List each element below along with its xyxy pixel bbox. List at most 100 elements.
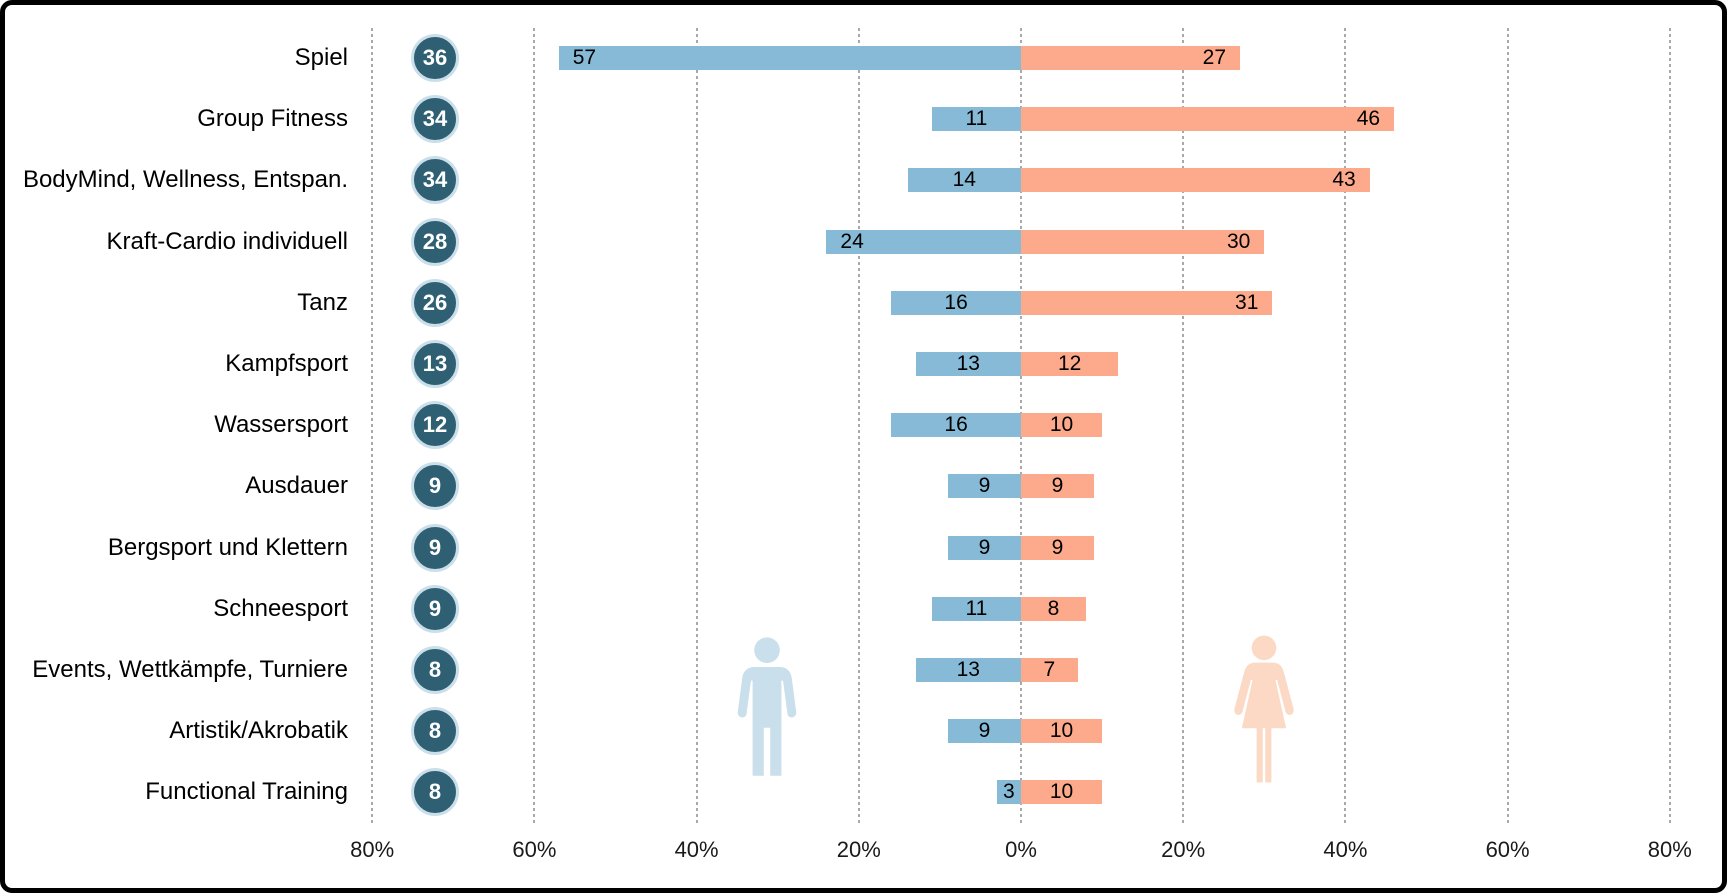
female-bar: 27 (1021, 45, 1240, 70)
total-badge: 9 (411, 584, 459, 633)
category-row: Schneesport 9 11 8 (5, 578, 1722, 639)
female-bar-value: 7 (1043, 657, 1056, 681)
male-bar-value: 11 (965, 596, 988, 620)
female-bar-value: 43 (1332, 168, 1356, 192)
category-row: Artistik/Akrobatik 8 9 10 (5, 701, 1722, 762)
x-axis-tick-label: 80% (350, 837, 395, 862)
total-badge: 26 (411, 278, 459, 327)
total-badge: 8 (411, 768, 459, 817)
female-bar: 9 (1021, 535, 1094, 560)
female-bar-value: 10 (1049, 413, 1074, 437)
x-axis-tick-label: 40% (674, 837, 719, 862)
male-bar-value: 14 (952, 168, 976, 192)
category-row: Spiel 36 57 27 (5, 27, 1722, 88)
female-bar-value: 46 (1356, 107, 1381, 131)
x-axis-tick-label: 80% (1647, 837, 1692, 862)
female-bar-value: 27 (1202, 45, 1226, 69)
total-badge: 36 (411, 33, 459, 82)
male-bar: 24 (826, 229, 1021, 254)
female-bar: 8 (1021, 596, 1086, 621)
gridline-40% (695, 28, 698, 823)
male-bar: 14 (907, 168, 1021, 193)
category-label: Kraft-Cardio individuell (106, 227, 348, 255)
total-badge: 8 (411, 645, 459, 694)
gridline-20% (1182, 28, 1185, 823)
gridline-60% (1506, 28, 1509, 823)
man-pictogram-icon (737, 637, 797, 776)
category-label: BodyMind, Wellness, Entspan. (22, 166, 348, 194)
category-row: Kampfsport 13 13 12 (5, 333, 1722, 394)
woman-pictogram-icon (1234, 635, 1294, 783)
category-label: Artistik/Akrobatik (169, 717, 348, 745)
total-badge: 8 (411, 707, 459, 756)
female-bar-value: 12 (1057, 351, 1082, 375)
male-bar-value: 16 (944, 290, 968, 314)
female-bar: 46 (1021, 107, 1395, 132)
female-bar-value: 31 (1235, 290, 1259, 314)
male-bar: 9 (948, 535, 1021, 560)
female-bar: 7 (1021, 657, 1078, 682)
gridline-60% (533, 28, 536, 823)
male-bar: 9 (948, 719, 1021, 744)
female-bar: 10 (1021, 780, 1103, 805)
category-row: BodyMind, Wellness, Entspan. 34 14 43 (5, 150, 1722, 211)
total-badge: 9 (411, 523, 459, 572)
male-bar: 13 (915, 657, 1021, 682)
male-bar: 11 (931, 107, 1021, 132)
male-bar: 11 (931, 596, 1021, 621)
female-bar: 30 (1021, 229, 1265, 254)
category-label: Spiel (294, 43, 348, 71)
male-bar-value: 57 (572, 45, 597, 69)
x-axis-tick-label: 60% (512, 837, 557, 862)
female-bar: 9 (1021, 474, 1094, 499)
category-row: Kraft-Cardio individuell 28 24 30 (5, 211, 1722, 272)
category-label: Events, Wettkämpfe, Turniere (32, 655, 348, 683)
category-row: Events, Wettkämpfe, Turniere 8 13 7 (5, 639, 1722, 700)
female-bar: 43 (1021, 168, 1370, 193)
total-badge: 34 (411, 156, 459, 205)
female-bar: 10 (1021, 413, 1103, 438)
category-label: Bergsport und Klettern (107, 533, 348, 561)
gridline-80% (371, 28, 374, 823)
male-bar: 16 (891, 290, 1021, 315)
female-bar-value: 9 (1051, 535, 1064, 559)
male-bar-value: 24 (840, 229, 864, 253)
category-row: Functional Training 8 3 10 (5, 762, 1722, 823)
total-badge: 9 (411, 462, 459, 511)
male-bar-value: 3 (1002, 780, 1015, 804)
female-bar-value: 10 (1049, 780, 1074, 804)
total-badge: 13 (411, 339, 459, 388)
gridline-20% (857, 28, 860, 823)
category-label: Group Fitness (197, 105, 348, 133)
x-axis-tick-label: 20% (836, 837, 881, 862)
female-bar: 12 (1021, 351, 1119, 376)
category-row: Bergsport und Klettern 9 9 9 (5, 517, 1722, 578)
female-bar-value: 9 (1051, 474, 1064, 498)
total-badge: 34 (411, 95, 459, 144)
x-axis-tick-label: 40% (1323, 837, 1368, 862)
gridline-80% (1668, 28, 1671, 823)
male-bar-value: 11 (965, 107, 988, 131)
male-bar: 9 (948, 474, 1021, 499)
male-bar-value: 16 (944, 413, 968, 437)
male-bar-value: 13 (956, 351, 980, 375)
chart-canvas: Spiel 36 57 27 Group Fitness 34 11 46 BodyMind, … (5, 5, 1722, 888)
total-badge: 12 (411, 401, 459, 450)
female-bar-value: 10 (1049, 719, 1074, 743)
male-bar: 57 (558, 45, 1021, 70)
category-label: Tanz (297, 288, 348, 316)
male-bar-value: 9 (978, 535, 991, 559)
female-bar: 10 (1021, 719, 1103, 744)
total-badge: 28 (411, 217, 459, 266)
female-bar: 31 (1021, 290, 1273, 315)
female-bar-value: 8 (1047, 596, 1060, 620)
category-label: Kampfsport (225, 349, 348, 377)
category-row: Group Fitness 34 11 46 (5, 89, 1722, 150)
category-label: Ausdauer (245, 472, 348, 500)
x-axis-tick-label: 0% (1005, 837, 1037, 862)
category-label: Schneesport (213, 594, 348, 622)
x-axis-tick-label: 60% (1485, 837, 1530, 862)
male-bar-value: 9 (978, 719, 991, 743)
category-row: Tanz 26 16 31 (5, 272, 1722, 333)
